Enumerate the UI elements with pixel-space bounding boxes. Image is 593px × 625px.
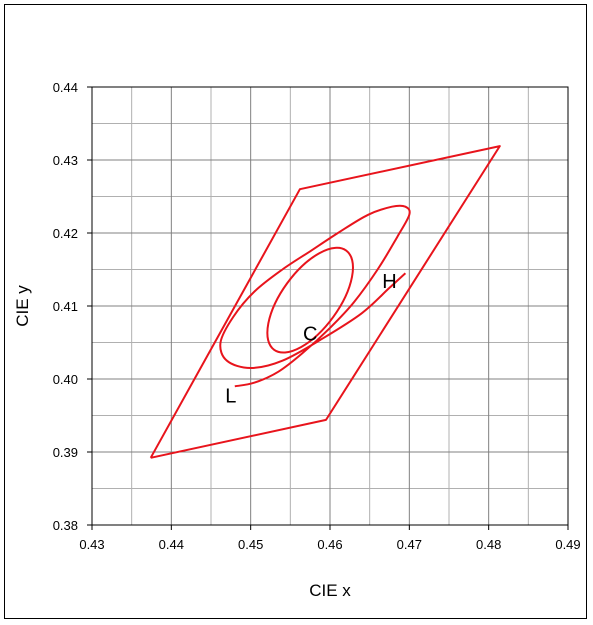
- x-tick-label: 0.46: [317, 537, 342, 552]
- x-tick-label: 0.47: [397, 537, 422, 552]
- x-tick-label: 0.49: [555, 537, 580, 552]
- series-ellipse: [266, 246, 354, 354]
- series-layer: [149, 145, 501, 459]
- y-tick-label: 0.41: [53, 299, 78, 314]
- major-grid: [92, 87, 568, 525]
- axis-ticks: [87, 86, 569, 530]
- x-axis-title: CIE x: [309, 581, 351, 600]
- curve-label-c: C: [303, 323, 317, 345]
- y-tick-label: 0.38: [53, 518, 78, 533]
- y-tick-label: 0.39: [53, 445, 78, 460]
- y-tick-label: 0.42: [53, 226, 78, 241]
- y-tick-label: 0.44: [53, 80, 78, 95]
- y-tick-label: 0.40: [53, 372, 78, 387]
- y-axis-title: CIE y: [13, 285, 32, 327]
- annotation-layer: H C L: [225, 271, 396, 408]
- curve-label-l: L: [225, 386, 236, 408]
- y-tick-labels: 0.38 0.39 0.40 0.41 0.42 0.43 0.44: [53, 80, 78, 533]
- series-parallelogram: [149, 145, 501, 459]
- y-tick-label: 0.43: [53, 153, 78, 168]
- x-tick-label: 0.43: [79, 537, 104, 552]
- curve-label-h: H: [382, 271, 396, 293]
- x-tick-labels: 0.43 0.44 0.45 0.46 0.47 0.48 0.49: [79, 537, 580, 552]
- chart-frame: [4, 4, 587, 619]
- series-spiral: [219, 204, 411, 388]
- x-tick-label: 0.45: [238, 537, 263, 552]
- x-tick-label: 0.48: [476, 537, 501, 552]
- x-tick-label: 0.44: [159, 537, 184, 552]
